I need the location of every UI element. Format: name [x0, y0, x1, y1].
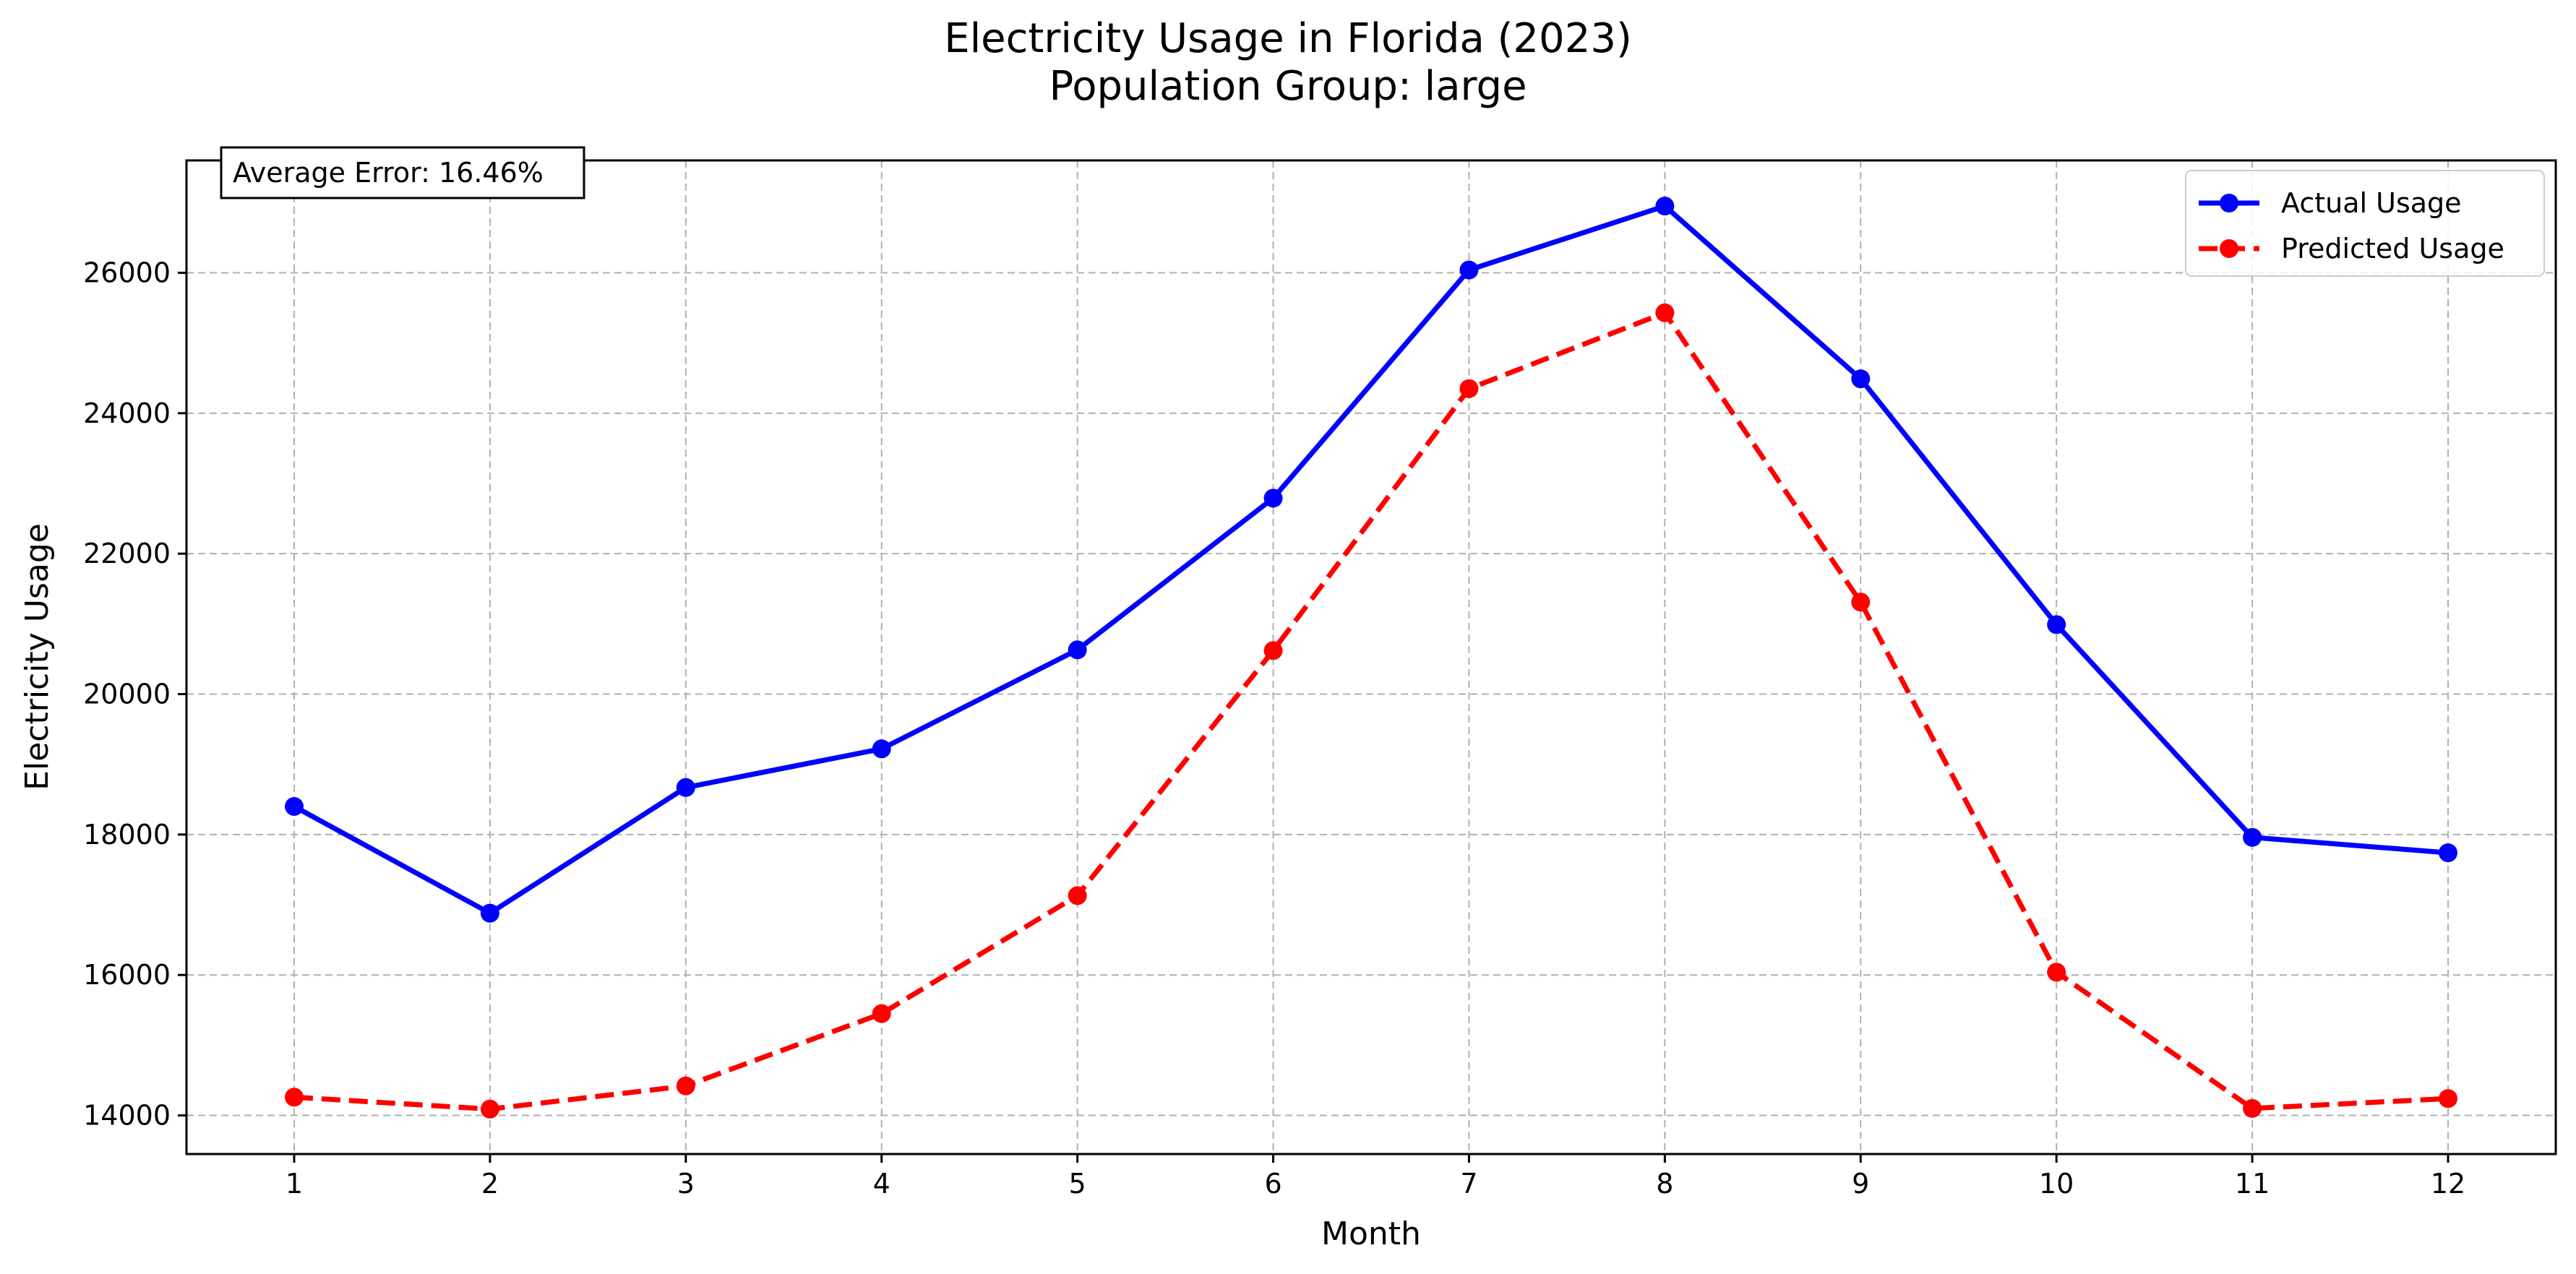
- legend-marker-actual: [2220, 194, 2238, 212]
- x-tick-label: 1: [285, 1168, 303, 1200]
- data-point-actual: [676, 778, 695, 797]
- grid-lines: [186, 160, 2556, 1154]
- x-tick-label: 5: [1069, 1168, 1086, 1200]
- legend-marker-predicted: [2220, 239, 2238, 258]
- data-point-actual: [1263, 488, 1283, 508]
- y-tick-label: 16000: [83, 959, 171, 991]
- data-point-predicted: [872, 1004, 891, 1023]
- x-tick-label: 4: [873, 1168, 890, 1200]
- series-layer: [285, 197, 2457, 1119]
- annotation-box: Average Error: 16.46%: [220, 146, 585, 199]
- data-point-actual: [1459, 260, 1479, 280]
- x-tick-label: 8: [1656, 1168, 1673, 1200]
- data-point-predicted: [2439, 1089, 2457, 1109]
- legend-frame: [2185, 170, 2545, 277]
- data-point-predicted: [1068, 886, 1087, 905]
- data-point-actual: [2047, 615, 2066, 634]
- data-point-actual: [2439, 843, 2457, 863]
- x-tick-label: 10: [2039, 1168, 2074, 1200]
- data-point-predicted: [1655, 303, 1675, 322]
- legend-label-predicted: Predicted Usage: [2281, 233, 2504, 264]
- data-point-actual: [2243, 827, 2262, 847]
- x-tick-label: 11: [2235, 1168, 2270, 1200]
- y-tick-label: 14000: [83, 1100, 171, 1132]
- y-tick-label: 24000: [83, 397, 171, 429]
- data-point-actual: [1851, 369, 1871, 389]
- y-tick-label: 18000: [83, 819, 171, 851]
- data-point-predicted: [285, 1088, 304, 1107]
- data-point-predicted: [676, 1076, 695, 1096]
- series-line-actual: [293, 203, 2449, 916]
- y-tick-label: 26000: [83, 257, 171, 288]
- data-point-actual: [872, 739, 891, 759]
- data-point-actual: [1655, 197, 1675, 216]
- series-line-predicted: [293, 310, 2449, 1112]
- data-point-predicted: [480, 1099, 499, 1119]
- data-point-actual: [1068, 640, 1087, 660]
- data-point-actual: [480, 903, 499, 923]
- x-tick-label: 2: [481, 1168, 499, 1200]
- plot-frame: [185, 159, 2557, 1155]
- legend: Actual Usage Predicted Usage: [2185, 170, 2545, 277]
- data-point-predicted: [1263, 641, 1283, 660]
- x-tick-label: 3: [677, 1168, 695, 1200]
- y-axis-label: Electricity Usage: [19, 523, 56, 791]
- x-tick-label: 7: [1460, 1168, 1477, 1200]
- data-point-predicted: [1851, 593, 1871, 612]
- legend-label-actual: Actual Usage: [2281, 187, 2462, 219]
- x-tick-label: 12: [2431, 1168, 2465, 1200]
- y-axis-ticks: 14000 16000 18000 20000 22000 24000 26000: [83, 257, 186, 1132]
- data-point-actual: [285, 796, 304, 816]
- chart-subtitle: Population Group: large: [1049, 63, 1527, 110]
- annotation-text: Average Error: 16.46%: [233, 157, 544, 189]
- y-tick-label: 20000: [83, 679, 171, 710]
- x-axis-ticks: 1 2 3 4 5 6 7 8 9 10 11 12: [285, 1154, 2465, 1200]
- x-tick-label: 9: [1852, 1168, 1869, 1200]
- data-point-predicted: [1459, 379, 1479, 398]
- x-tick-label: 6: [1264, 1168, 1281, 1200]
- x-axis-label: Month: [1321, 1215, 1421, 1252]
- data-point-predicted: [2243, 1098, 2262, 1118]
- y-tick-label: 22000: [83, 538, 171, 569]
- annotation-frame: [220, 146, 585, 199]
- data-point-predicted: [2047, 963, 2066, 982]
- chart-title: Electricity Usage in Florida (2023): [944, 15, 1632, 62]
